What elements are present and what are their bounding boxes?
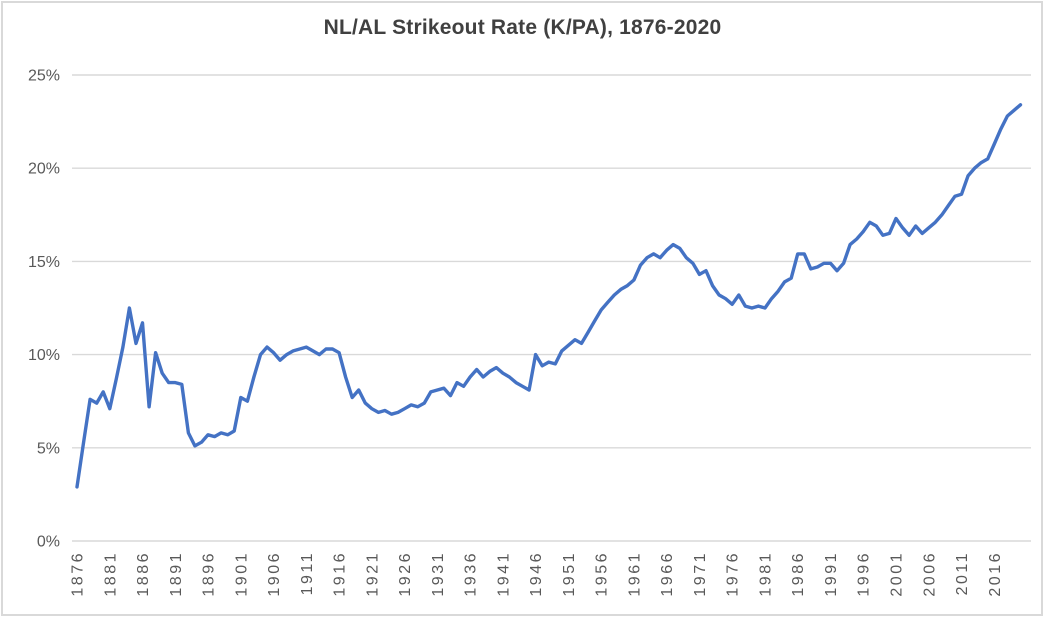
x-tick-label: 1961 <box>626 551 643 597</box>
x-tick-label: 1936 <box>463 551 480 597</box>
x-tick-label: 1916 <box>332 551 349 597</box>
x-tick-label: 1941 <box>495 551 512 597</box>
x-tick-label: 1901 <box>233 551 250 597</box>
x-tick-label: 1996 <box>856 551 873 597</box>
x-tick-label: 1976 <box>725 551 742 597</box>
x-tick-label: 1956 <box>594 551 611 597</box>
y-tick-label: 5% <box>37 440 60 457</box>
y-tick-label: 20% <box>28 161 60 178</box>
x-tick-label: 1931 <box>430 551 447 597</box>
series-line <box>75 103 1023 489</box>
x-tick-label: 1951 <box>561 551 578 597</box>
y-tick-label: 25% <box>28 68 60 85</box>
x-tick-label: 1876 <box>70 551 87 597</box>
x-tick-label: 2001 <box>889 551 906 597</box>
x-tick-label: 1986 <box>790 551 807 597</box>
x-tick-label: 1881 <box>102 551 119 597</box>
y-tick-label: 10% <box>28 347 60 364</box>
y-tick-label: 0% <box>37 534 60 551</box>
x-tick-label: 1981 <box>757 551 774 597</box>
x-tick-label: 1971 <box>692 551 709 597</box>
x-tick-label: 1896 <box>201 551 218 597</box>
chart-title: NL/AL Strikeout Rate (K/PA), 1876-2020 <box>323 16 722 39</box>
x-tick-label: 2011 <box>954 551 971 595</box>
x-tick-label: 1966 <box>659 551 676 597</box>
x-tick-label: 1906 <box>266 551 283 597</box>
x-tick-label: 1891 <box>168 551 185 597</box>
x-tick-label: 1926 <box>397 551 414 597</box>
y-tick-label: 15% <box>28 254 60 271</box>
x-tick-label: 1946 <box>528 551 545 597</box>
x-tick-label: 1991 <box>823 551 840 597</box>
x-tick-label: 1911 <box>299 551 316 595</box>
x-tick-label: 1886 <box>135 551 152 597</box>
x-tick-label: 2006 <box>921 551 938 597</box>
x-tick-label: 2016 <box>987 551 1004 597</box>
x-tick-label: 1921 <box>364 551 381 597</box>
